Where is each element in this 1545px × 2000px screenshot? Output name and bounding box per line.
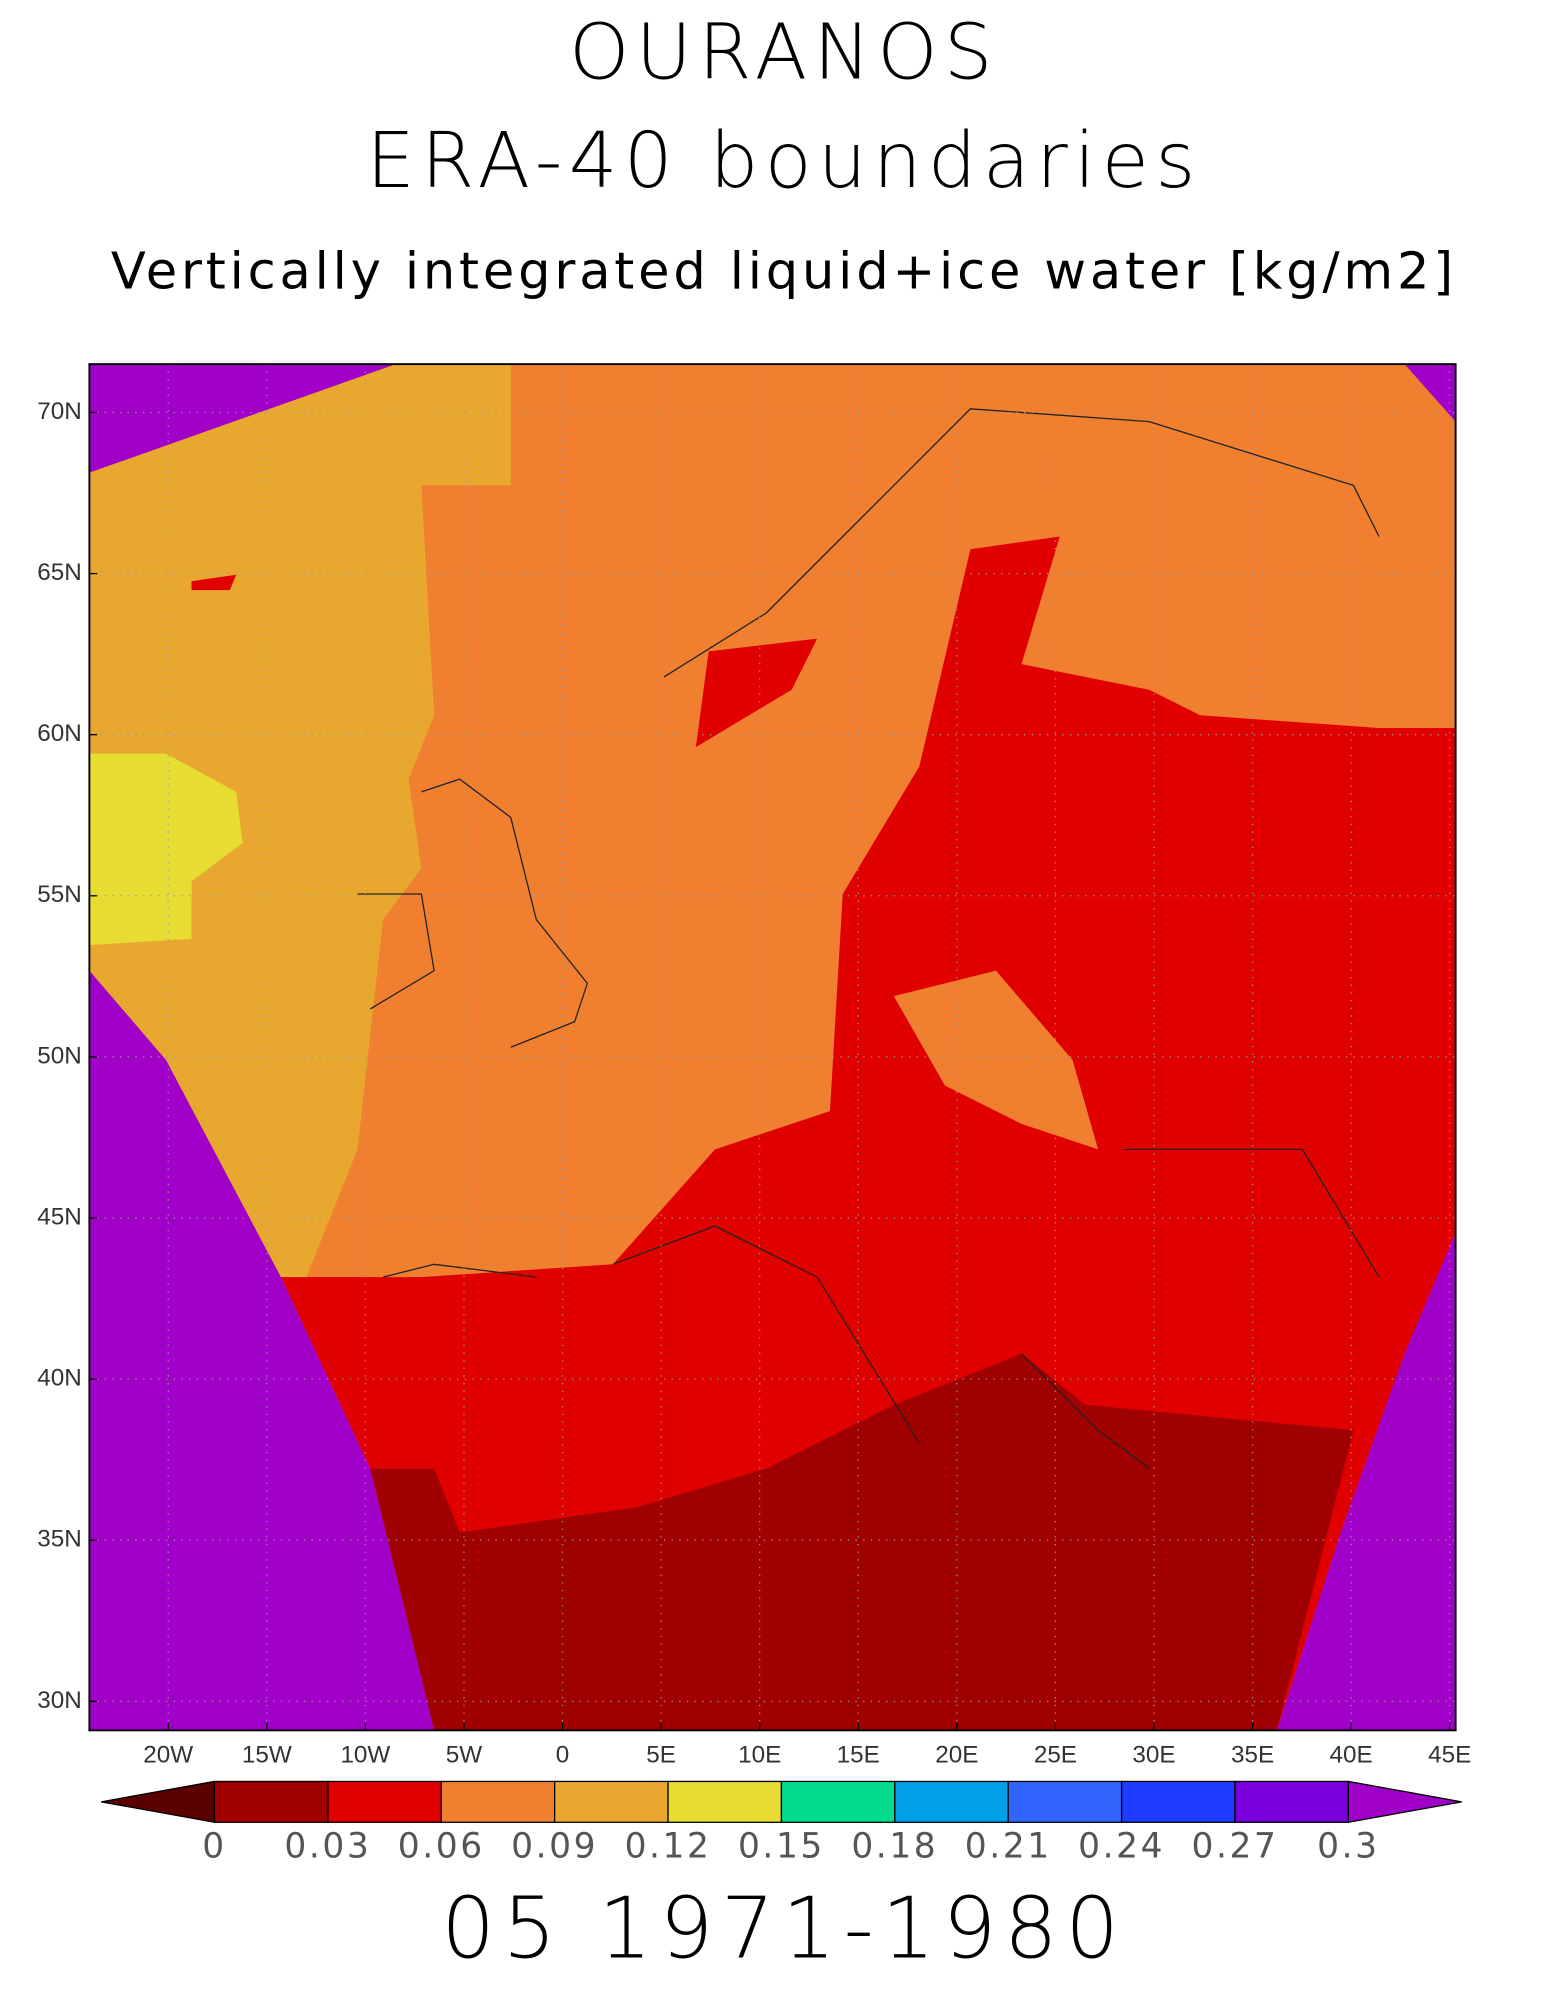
y-tick-label: 45N (37, 1203, 82, 1230)
y-tick-label: 70N (37, 398, 82, 425)
x-tick-label: 20E (935, 1741, 978, 1768)
footer: 05 1971-1980 (441, 1880, 1126, 1978)
colorbar-box (213, 1780, 329, 1823)
field-region (89, 364, 511, 1278)
colorbar-label: 0.12 (625, 1826, 712, 1866)
field-region (893, 970, 1099, 1150)
field-region (1404, 364, 1456, 422)
colorbar-box (1120, 1780, 1236, 1823)
field-region (191, 574, 237, 591)
x-tick-label: 40E (1330, 1741, 1373, 1768)
axes: 20W 15W 10W 5W 0 5E 10E 15E 20E 25E 30E 35E 40E 45E 30… (37, 364, 1471, 1768)
y-tick-label: 60N (37, 720, 82, 747)
field-region (89, 970, 435, 1731)
y-tick-label: 35N (37, 1526, 82, 1553)
colorbar-label: 0.03 (284, 1826, 371, 1866)
field-region (89, 753, 243, 946)
y-tick-label: 65N (37, 559, 82, 586)
x-tick-label: 0 (556, 1741, 570, 1768)
colorbar-box (440, 1780, 556, 1823)
colorbar-label: 0.15 (738, 1826, 825, 1866)
field-region (1276, 1232, 1456, 1731)
y-tick-label: 55N (37, 881, 82, 908)
colorbar-box (780, 1780, 896, 1823)
x-tick-label: 5E (646, 1741, 676, 1768)
colorbar-label: 0.3 (1317, 1826, 1379, 1866)
x-tick-label: 10E (738, 1741, 781, 1768)
x-tick-label: 25E (1034, 1741, 1077, 1768)
colorbar-box (327, 1780, 442, 1823)
field-region (695, 638, 818, 748)
colorbar-label: 0.24 (1078, 1826, 1165, 1866)
field-region (370, 1353, 1354, 1731)
colorbar-label: 0.27 (1191, 1826, 1278, 1866)
colorbar: 0 0.03 0.06 0.09 0.12 0.15 0.18 0.21 0.24 0.27 0.3 (101, 1780, 1462, 1866)
colorbar-label: 0.09 (511, 1826, 598, 1866)
field-region (89, 364, 396, 473)
x-tick-label: 30E (1132, 1741, 1175, 1768)
coastline (357, 408, 1380, 1470)
x-tick-label: 35E (1231, 1741, 1274, 1768)
x-tick-label: 15W (242, 1741, 292, 1768)
y-tick-label: 50N (37, 1042, 82, 1069)
subtitle: ERA-40 boundaries (366, 117, 1201, 206)
x-tick-label: 20W (143, 1741, 193, 1768)
x-tick-label: 45E (1428, 1741, 1471, 1768)
colorbar-box (667, 1780, 783, 1823)
x-tick-label: 10W (340, 1741, 390, 1768)
x-tick-label: 5W (446, 1741, 482, 1768)
map-field (89, 364, 1456, 1731)
colorbar-label: 0.18 (851, 1826, 938, 1866)
colorbar-extension (1347, 1780, 1462, 1824)
colorbar-box (1234, 1780, 1350, 1823)
colorbar-box (894, 1780, 1009, 1823)
colorbar-box (554, 1780, 669, 1823)
colorbar-box (1007, 1780, 1123, 1823)
colorbar-label: 0.06 (398, 1826, 485, 1866)
map-frame (88, 363, 1457, 1732)
title: OURANOS (569, 9, 999, 98)
colorbar-label: 0.21 (965, 1826, 1052, 1866)
colorbar-label: 0 (202, 1826, 226, 1866)
y-tick-label: 30N (37, 1687, 82, 1714)
variable-label: Vertically integrated liquid+ice water [… (111, 243, 1457, 302)
y-tick-label: 40N (37, 1365, 82, 1392)
colorbar-extension (101, 1780, 216, 1824)
x-tick-label: 15E (837, 1741, 880, 1768)
